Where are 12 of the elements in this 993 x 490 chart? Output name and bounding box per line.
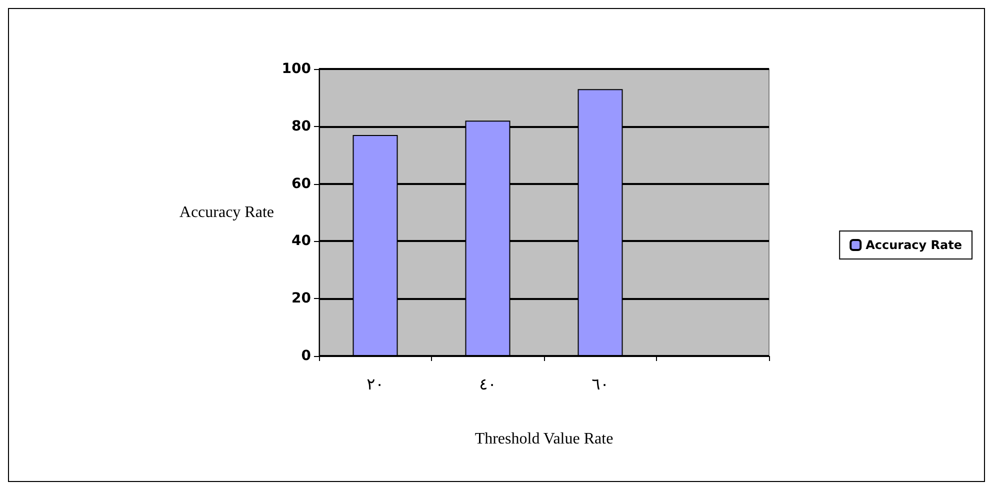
legend-label: Accuracy Rate [866, 238, 962, 252]
y-tick-label: 60 [292, 176, 312, 192]
y-tick-label: 40 [292, 233, 312, 250]
y-axis-title: Accuracy Rate [179, 204, 274, 221]
x-axis-title: Threshold Value Rate [474, 430, 614, 448]
y-tick-label: 100 [282, 61, 312, 77]
x-tick-label: ٤٠ [479, 374, 496, 394]
y-tick-label: 20 [292, 290, 312, 307]
y-tick-label: 0 [301, 348, 312, 364]
x-tick-label: ٢٠ [366, 374, 384, 394]
x-tick-label: ٦٠ [592, 374, 609, 394]
y-tick-label: 80 [292, 118, 312, 134]
